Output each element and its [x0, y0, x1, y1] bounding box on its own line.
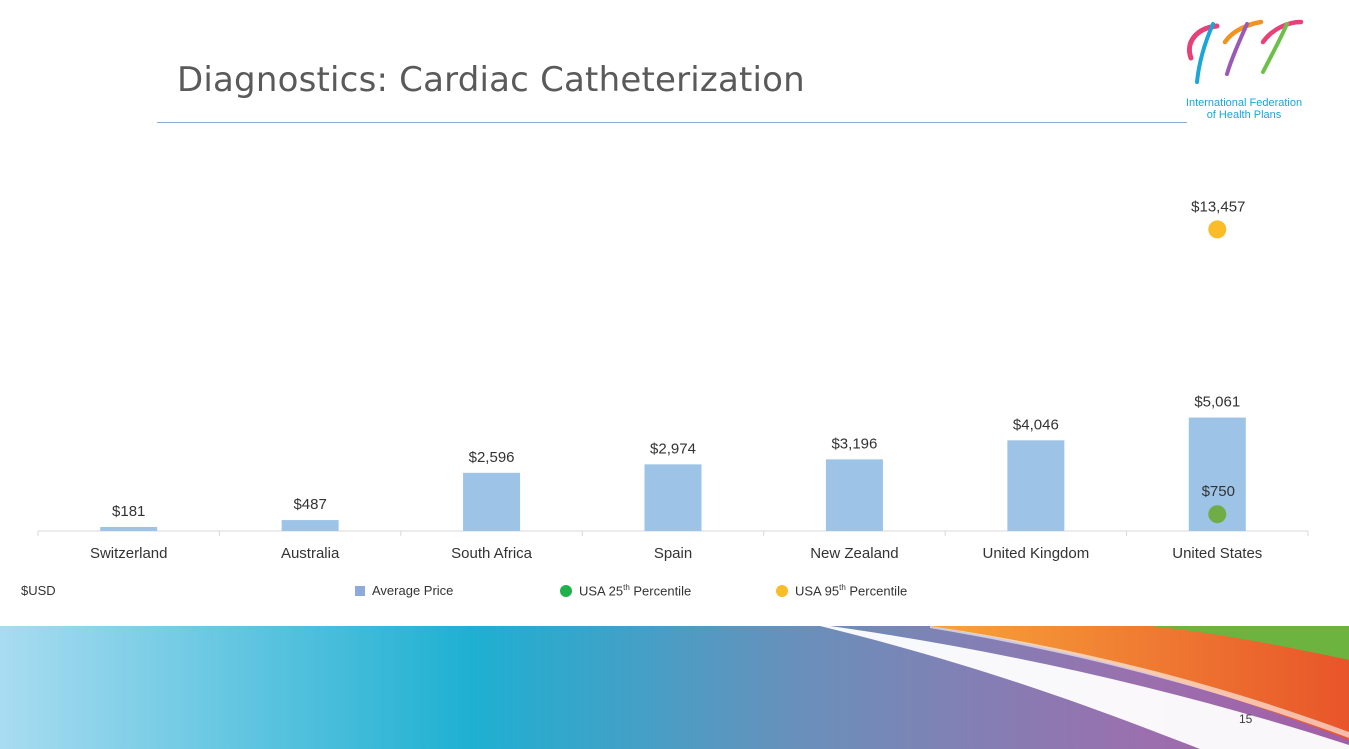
point-usa-95th — [1208, 220, 1227, 239]
legend-swatch-usa-95th — [776, 584, 788, 597]
title-divider — [157, 122, 1187, 123]
bar-data-label: $5,061 — [1194, 394, 1240, 411]
bar-data-label: $2,596 — [469, 449, 515, 466]
bar-chart: Switzerland $181 Australia $487 South Africa… — [37, 198, 1309, 562]
bar — [463, 472, 521, 531]
point-data-label-usa-25th: $750 — [1202, 483, 1235, 500]
footer-banner — [0, 626, 1349, 749]
point-usa-25th — [1208, 505, 1227, 524]
logo-text-line2: of Health Plans — [1206, 109, 1282, 121]
legend-label-usa-95th: USA 95th Percentile — [795, 583, 908, 599]
page-number: 15 — [1239, 712, 1253, 726]
x-tick-label: Switzerland — [90, 545, 168, 562]
logo-text-line1: International Federation — [1185, 97, 1303, 109]
legend-swatch-usa-25th — [560, 584, 572, 597]
legend-label-average-price: Average Price — [372, 583, 454, 598]
legend-item-average-price: Average Price — [355, 583, 453, 598]
bar-data-label: $4,046 — [1013, 416, 1059, 433]
legend-label-usa-25th: USA 25th Percentile — [579, 583, 692, 599]
bar-data-label: $181 — [112, 503, 145, 520]
bar — [644, 464, 702, 531]
legend-item-usa-25th: USA 25th Percentile — [560, 583, 691, 598]
x-tick-label: Australia — [281, 545, 340, 562]
legend-item-usa-95th: USA 95th Percentile — [776, 583, 907, 598]
bar — [1007, 440, 1065, 531]
bar — [281, 520, 339, 531]
logo-swoosh-icon — [1187, 19, 1304, 84]
chart-legend: $USD Average Price USA 25th Percentile U… — [0, 582, 1349, 602]
bar-data-label: $487 — [293, 496, 326, 513]
ifhp-logo: International Federation of Health Plans — [1183, 12, 1313, 124]
bar-data-label: $2,974 — [650, 440, 696, 457]
bar — [100, 526, 158, 531]
unit-label: $USD — [21, 583, 56, 598]
x-tick-label: New Zealand — [810, 545, 898, 562]
x-tick-label: United States — [1172, 545, 1262, 562]
bar-data-label: $3,196 — [831, 435, 877, 452]
page-title: Diagnostics: Cardiac Catheterization — [177, 60, 805, 100]
legend-swatch-average-price — [355, 585, 365, 596]
x-tick-label: South Africa — [451, 545, 533, 562]
x-tick-label: United Kingdom — [982, 545, 1089, 562]
point-data-label-usa-95th: $13,457 — [1191, 198, 1245, 215]
bar — [825, 459, 883, 531]
x-tick-label: Spain — [654, 545, 692, 562]
